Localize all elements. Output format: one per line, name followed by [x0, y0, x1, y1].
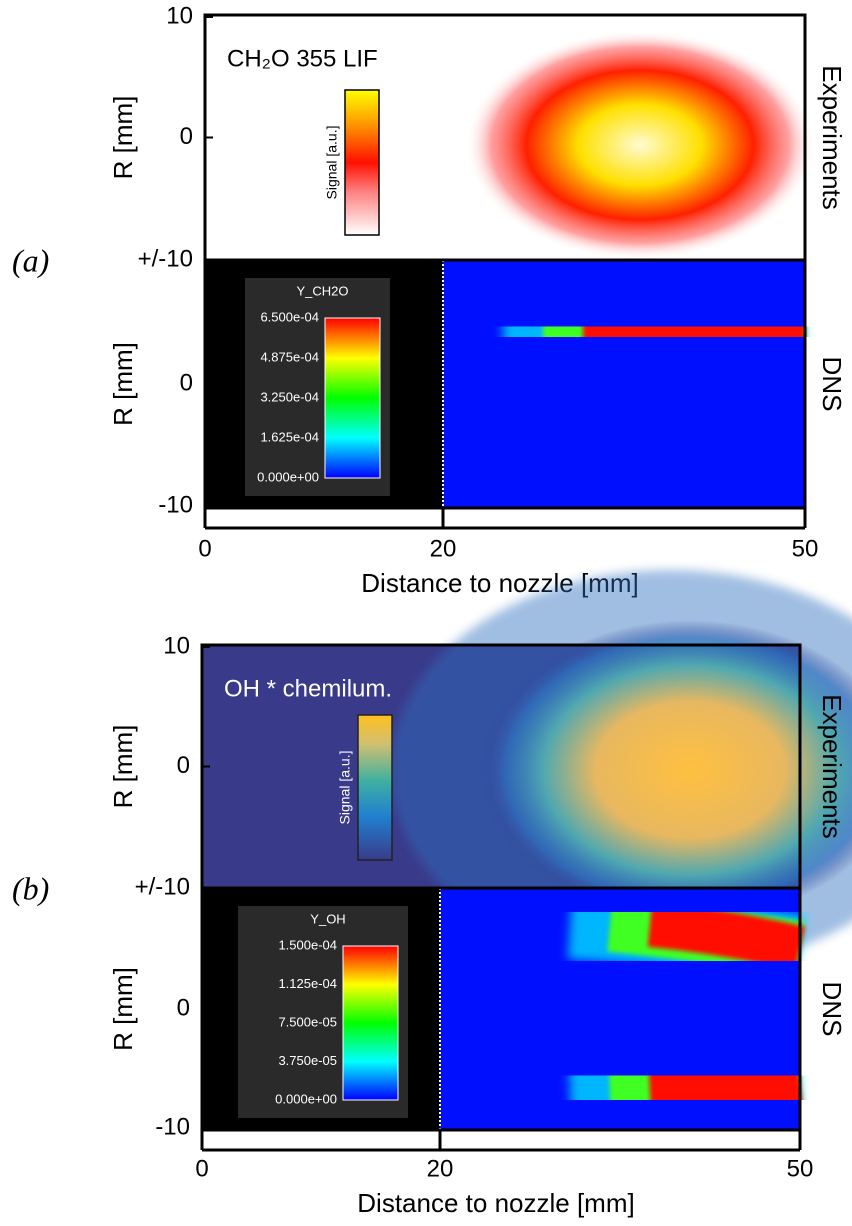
- x-tick-label: 50: [792, 535, 819, 562]
- band-core: [582, 317, 806, 347]
- dns-field: [567, 889, 806, 1129]
- experiment-signal: [480, 620, 852, 920]
- dns-colorbar-tick: 3.250e-04: [260, 389, 319, 404]
- x-tick-label: 0: [195, 1155, 208, 1182]
- y-axis-label: R [mm]: [108, 342, 138, 426]
- experiment-colorbar: [344, 89, 380, 236]
- colorbar-label: Signal [a.u.]: [324, 126, 340, 200]
- x-tick-label: 0: [198, 535, 211, 562]
- dns-colorbar-tick: 0.000e+00: [257, 469, 319, 484]
- y-tick-label: +/-10: [138, 245, 193, 272]
- panel-label: (b): [12, 870, 49, 906]
- y-axis-label: R [mm]: [108, 96, 138, 180]
- dns-colorbar-tick: 1.125e-04: [278, 976, 337, 991]
- y-tick-label: 10: [163, 632, 190, 659]
- colorbar-label: Signal [a.u.]: [337, 751, 353, 825]
- dns-colorbar-title: Y_OH: [310, 911, 345, 926]
- y-tick-label: 0: [177, 752, 190, 779]
- experiment-title: OH * chemilum.: [224, 675, 392, 702]
- x-axis-label: Distance to nozzle [mm]: [357, 1188, 634, 1218]
- y-tick-label: 0: [180, 123, 193, 150]
- y-tick-label: 10: [166, 2, 193, 29]
- y-tick-label: 0: [180, 369, 193, 396]
- side-label: DNS: [817, 982, 847, 1037]
- y-axis-label: R [mm]: [108, 967, 138, 1051]
- x-tick-label: 20: [430, 535, 457, 562]
- dns-colorbar-title: Y_CH2O: [296, 283, 348, 298]
- side-label: Experiments: [817, 65, 847, 210]
- y-tick-label: -10: [158, 491, 193, 518]
- dns-field: [502, 306, 806, 457]
- dns-colorbar-tick: 6.500e-04: [260, 309, 319, 324]
- dns-colorbar-tick: 7.500e-05: [278, 1014, 337, 1029]
- y-tick-label: +/-10: [135, 873, 190, 900]
- x-tick-label: 50: [787, 1155, 814, 1182]
- dns-colorbar: [342, 945, 399, 1101]
- y-axis-label: R [mm]: [108, 725, 138, 809]
- dns-colorbar-tick: 1.500e-04: [278, 937, 337, 952]
- dns-colorbar-tick: 3.750e-05: [278, 1053, 337, 1068]
- dns-colorbar: [324, 317, 381, 479]
- experiment-signal: [465, 30, 815, 260]
- experiment-colorbar: [357, 714, 393, 861]
- y-tick-label: 0: [177, 994, 190, 1021]
- panel-label: (a): [12, 242, 49, 278]
- x-tick-label: 20: [427, 1155, 454, 1182]
- dns-colorbar-tick: 1.625e-04: [260, 429, 319, 444]
- dns-background-blue: [443, 260, 805, 508]
- band-core: [648, 1059, 803, 1117]
- experiment-title: CH₂O 355 LIF: [227, 45, 378, 72]
- dns-colorbar-tick: 0.000e+00: [275, 1091, 337, 1106]
- dns-colorbar-tick: 4.875e-04: [260, 349, 319, 364]
- side-label: DNS: [817, 357, 847, 412]
- side-label: Experiments: [817, 694, 847, 839]
- y-tick-label: -10: [155, 1113, 190, 1140]
- band-core: [647, 901, 805, 971]
